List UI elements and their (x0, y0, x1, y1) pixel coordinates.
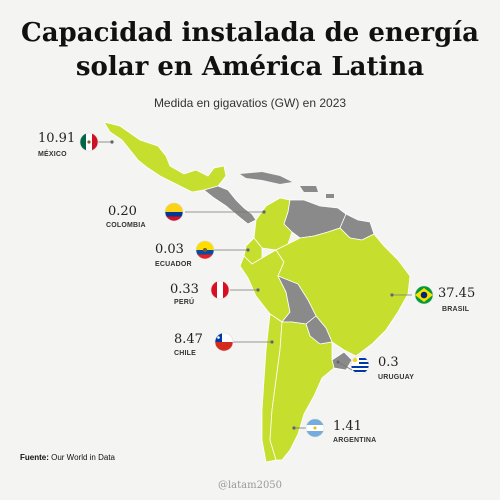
map-subtitle: Medida en gigavatios (GW) en 2023 (153, 96, 347, 110)
uruguay-flag (351, 356, 369, 374)
leader-lines (98, 140, 412, 430)
ecuador-flag (196, 241, 214, 259)
label-chile: CHILE (174, 350, 196, 357)
value-colombia: 0.20 (108, 204, 137, 219)
flag-borders (79, 132, 434, 438)
argentina-flag (306, 419, 324, 437)
title-line-2: solar en América Latina (75, 52, 425, 82)
mexico-flag (80, 133, 98, 151)
value-ecuador: 0.03 (155, 242, 184, 257)
caribbean-islands (240, 172, 334, 198)
source-value: Our World in Data (51, 453, 115, 462)
label-argentina: ARGENTINA (333, 437, 377, 444)
central-america (203, 185, 257, 225)
value-peru: 0.33 (170, 282, 199, 297)
peru-flag (211, 281, 229, 299)
title-line-1: Capacidad instalada de energía (21, 18, 479, 48)
label-brasil: BRASIL (442, 306, 470, 313)
value-uruguay: 0.3 (378, 355, 399, 370)
source-note: Fuente: Our World in Data (20, 453, 115, 462)
label-mexico: MÉXICO (38, 151, 67, 158)
country-uruguay (331, 351, 353, 371)
label-ecuador: ECUADOR (155, 261, 192, 268)
label-uruguay: URUGUAY (378, 374, 415, 381)
author-handle: @latam2050 (217, 480, 283, 491)
source-label: Fuente: (20, 453, 49, 462)
label-peru: PERÚ (174, 299, 195, 306)
value-argentina: 1.41 (333, 419, 362, 434)
label-colombia: COLOMBIA (106, 222, 146, 229)
value-brasil: 37.45 (438, 286, 476, 301)
country-mexico (103, 121, 227, 193)
colombia-flag (165, 203, 183, 221)
value-chile: 8.47 (174, 332, 203, 347)
chile-flag (215, 333, 233, 351)
country-peru (239, 249, 291, 323)
value-mexico: 10.91 (38, 131, 76, 146)
brazil-flag (415, 286, 433, 304)
map-title: Capacidad instalada de energía solar en … (0, 16, 500, 84)
country-argentina (269, 321, 335, 461)
